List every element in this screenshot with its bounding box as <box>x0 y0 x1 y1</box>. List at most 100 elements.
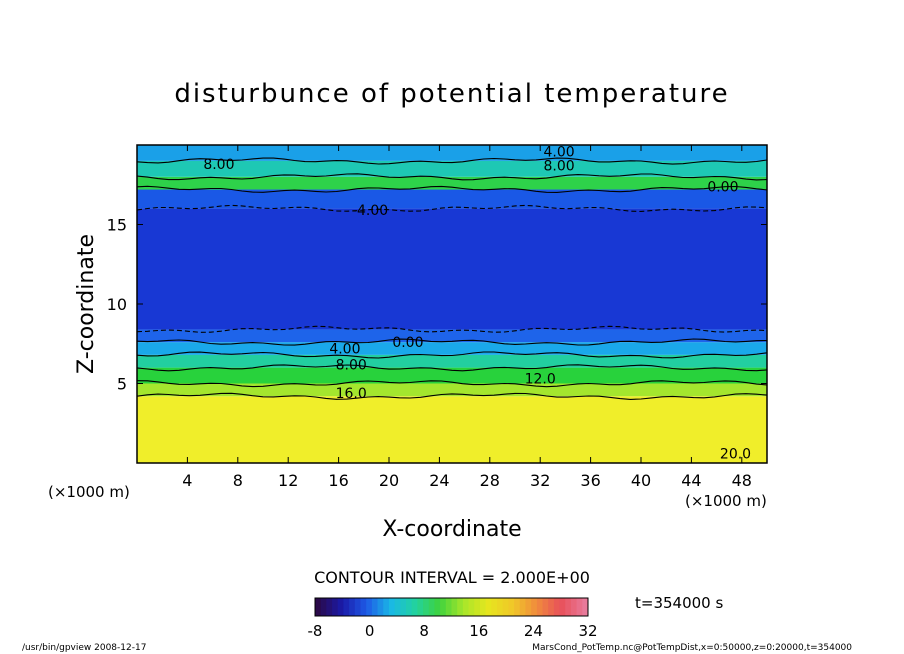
contour-lines <box>136 157 768 400</box>
field-band-2 <box>137 367 767 384</box>
colorbar-cell-21 <box>434 598 441 616</box>
x-tick-label-3: 16 <box>328 471 348 490</box>
colorbar-cell-38 <box>531 598 538 616</box>
contour-label-4: -4.00 <box>352 203 388 219</box>
colorbar-cell-14 <box>394 598 401 616</box>
colorbar-cell-32 <box>497 598 504 616</box>
colorbar-cell-42 <box>553 598 561 616</box>
y-axis: 5 10 15 <box>107 216 767 394</box>
colorbar-cell-19 <box>423 598 430 616</box>
colorbar-cell-41 <box>548 598 555 616</box>
colorbar <box>314 597 589 617</box>
x-tick-label-11: 48 <box>732 471 752 490</box>
contour-label-2: 8.00 <box>544 159 575 175</box>
colorbar-cell-35 <box>514 598 521 616</box>
contour-label-8: 12.0 <box>525 372 556 388</box>
contour-line-9 <box>136 157 768 165</box>
y-tick-label-2: 15 <box>107 216 127 235</box>
y-tick-label-0: 5 <box>117 375 127 394</box>
contour-label-9: 16.0 <box>336 386 367 402</box>
field-band-8 <box>137 176 767 190</box>
colorbar-ticks: -8 0 8 16 24 32 <box>308 622 598 640</box>
x-axis-unit-left: (×1000 m) <box>48 483 130 501</box>
colorbar-cell-2 <box>326 598 333 616</box>
field-band-3 <box>137 354 767 368</box>
colorbar-cell-3 <box>332 598 339 616</box>
y-axis-label: Z-coordinate <box>74 234 99 374</box>
colorbar-cell-6 <box>349 598 356 616</box>
colorbar-cell-5 <box>343 598 350 616</box>
x-tick-label-2: 12 <box>278 471 298 490</box>
field-band-7 <box>137 189 767 209</box>
contour-line-5 <box>136 325 768 333</box>
contour-line-7 <box>136 185 768 193</box>
x-tick-label-4: 20 <box>379 471 399 490</box>
contour-interval-label: CONTOUR INTERVAL = 2.000E+00 <box>314 568 590 587</box>
colorbar-cell-17 <box>411 598 418 616</box>
field-band-10 <box>137 145 767 161</box>
colorbar-cell-4 <box>337 598 344 616</box>
footer-right-text: MarsCond_PotTemp.nc@PotTempDist,x=0:5000… <box>532 643 852 653</box>
x-tick-label-6: 28 <box>480 471 500 490</box>
colorbar-cell-47 <box>582 598 589 616</box>
colorbar-cell-27 <box>468 598 475 616</box>
colorbar-cell-1 <box>320 598 327 616</box>
contour-labels: 8.004.008.000.00-4.000.004.008.0012.016.… <box>203 144 751 462</box>
colorbar-tick-label-3: 16 <box>469 622 488 640</box>
colorbar-cell-23 <box>445 598 452 616</box>
contour-label-3: 0.00 <box>707 179 738 195</box>
colorbar-cell-22 <box>440 598 447 616</box>
colorbar-cell-13 <box>388 598 396 616</box>
colorbar-cell-39 <box>536 598 543 616</box>
contour-label-10: 20.0 <box>720 446 751 462</box>
colorbar-cell-30 <box>485 598 492 616</box>
field-band-1 <box>137 383 767 397</box>
contour-line-8 <box>136 173 768 181</box>
y-tick-label-1: 10 <box>107 295 127 314</box>
x-axis-label: X-coordinate <box>382 517 521 542</box>
colorbar-cell-29 <box>479 598 487 616</box>
plot-area <box>137 145 767 463</box>
colorbar-tick-label-0: -8 <box>308 622 323 640</box>
x-axis-unit-right: (×1000 m) <box>685 492 767 510</box>
x-tick-label-0: 4 <box>182 471 192 490</box>
colorbar-cell-8 <box>360 598 367 616</box>
colorbar-cell-24 <box>451 598 458 616</box>
colorbar-cell-12 <box>383 598 390 616</box>
colorbar-cell-31 <box>491 598 498 616</box>
colorbar-cell-0 <box>315 598 322 616</box>
colorbar-cell-11 <box>377 598 384 616</box>
colorbar-cell-26 <box>462 598 470 616</box>
colorbar-cell-28 <box>474 598 481 616</box>
colorbar-cell-36 <box>519 598 526 616</box>
x-tick-label-5: 24 <box>429 471 449 490</box>
contour-line-6 <box>136 204 768 212</box>
field-band-9 <box>137 160 767 177</box>
colorbar-tick-label-2: 8 <box>419 622 429 640</box>
field-band-5 <box>137 329 767 343</box>
colorbar-cell-10 <box>371 598 379 616</box>
contour-label-6: 4.00 <box>329 342 360 358</box>
field-band-6 <box>137 208 767 330</box>
contour-line-3 <box>136 351 768 359</box>
footer-left-text: /usr/bin/gpview 2008-12-17 <box>22 643 146 653</box>
time-label: t=354000 s <box>635 594 723 612</box>
colorbar-cell-20 <box>428 598 435 616</box>
x-tick-label-8: 36 <box>580 471 600 490</box>
colorbar-cell-15 <box>400 598 407 616</box>
x-axis: 4 8 12 16 20 24 28 32 36 40 44 48 <box>182 145 752 490</box>
colorbar-cell-44 <box>565 598 572 616</box>
colorbar-cell-33 <box>502 598 509 616</box>
contour-line-1 <box>136 380 768 388</box>
colorbar-tick-label-4: 24 <box>524 622 543 640</box>
colorbar-cell-34 <box>508 598 515 616</box>
contour-line-0 <box>136 392 768 400</box>
colorbar-cell-9 <box>366 598 373 616</box>
colorbar-tick-label-5: 32 <box>578 622 597 640</box>
x-tick-label-9: 40 <box>631 471 651 490</box>
colorbar-cell-40 <box>542 598 549 616</box>
colorbar-cell-37 <box>525 598 532 616</box>
colorbar-frame <box>314 597 589 617</box>
contour-label-5: 0.00 <box>392 335 423 351</box>
